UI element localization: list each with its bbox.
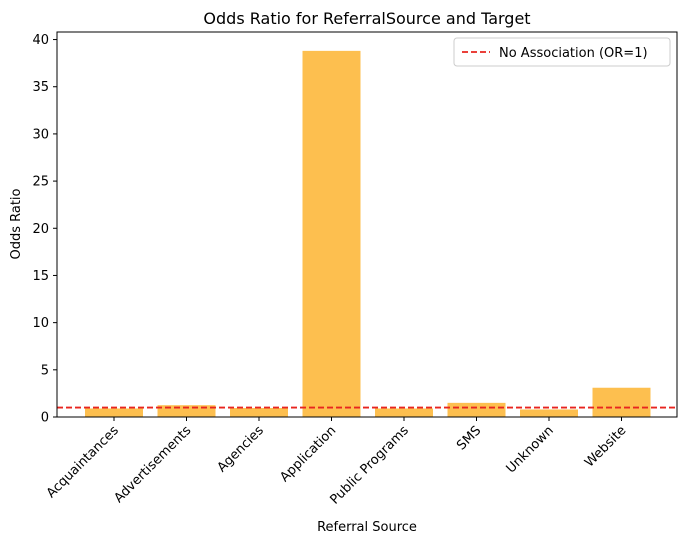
bar-unknown [520, 409, 578, 417]
bars-group [85, 50, 651, 417]
bar-website [592, 387, 651, 417]
y-axis: 0 5 10 15 20 25 30 35 40 [32, 33, 57, 426]
legend: No Association (OR=1) [453, 37, 671, 67]
x-tick-label: Agencies [215, 423, 267, 475]
x-tick-label: Website [582, 423, 629, 470]
plot-area [56, 31, 678, 418]
x-tick-label: Advertisements [111, 423, 194, 506]
bar-acquaintances [85, 408, 143, 417]
x-tick-label: Unknown [504, 423, 557, 476]
y-tick-label: 0 [41, 411, 49, 426]
bar-advertisements [157, 405, 216, 417]
legend-label: No Association (OR=1) [499, 46, 648, 61]
y-tick-label: 10 [32, 316, 49, 331]
chart-title: Odds Ratio for ReferralSource and Target [203, 9, 530, 28]
x-tick-label: Acquaintances [44, 423, 122, 501]
x-tick-label: SMS [454, 423, 484, 453]
bar-sms [447, 402, 506, 417]
y-tick-label: 35 [32, 80, 49, 95]
bar-application [302, 50, 361, 417]
y-tick-label: 20 [32, 222, 49, 237]
y-tick-label: 5 [41, 363, 49, 378]
y-tick-label: 40 [32, 33, 49, 48]
legend-box [453, 37, 671, 67]
y-tick-label: 25 [32, 175, 49, 190]
bar-public-programs [375, 408, 433, 417]
plot-frame [56, 31, 678, 418]
y-tick-label: 30 [32, 127, 49, 142]
x-axis-label: Referral Source [317, 520, 417, 535]
bar-agencies [230, 408, 288, 417]
y-axis-label: Odds Ratio [9, 188, 24, 259]
x-tick-label: Public Programs [328, 423, 412, 507]
y-tick-label: 15 [32, 269, 49, 284]
x-tick-label: Application [277, 423, 339, 485]
